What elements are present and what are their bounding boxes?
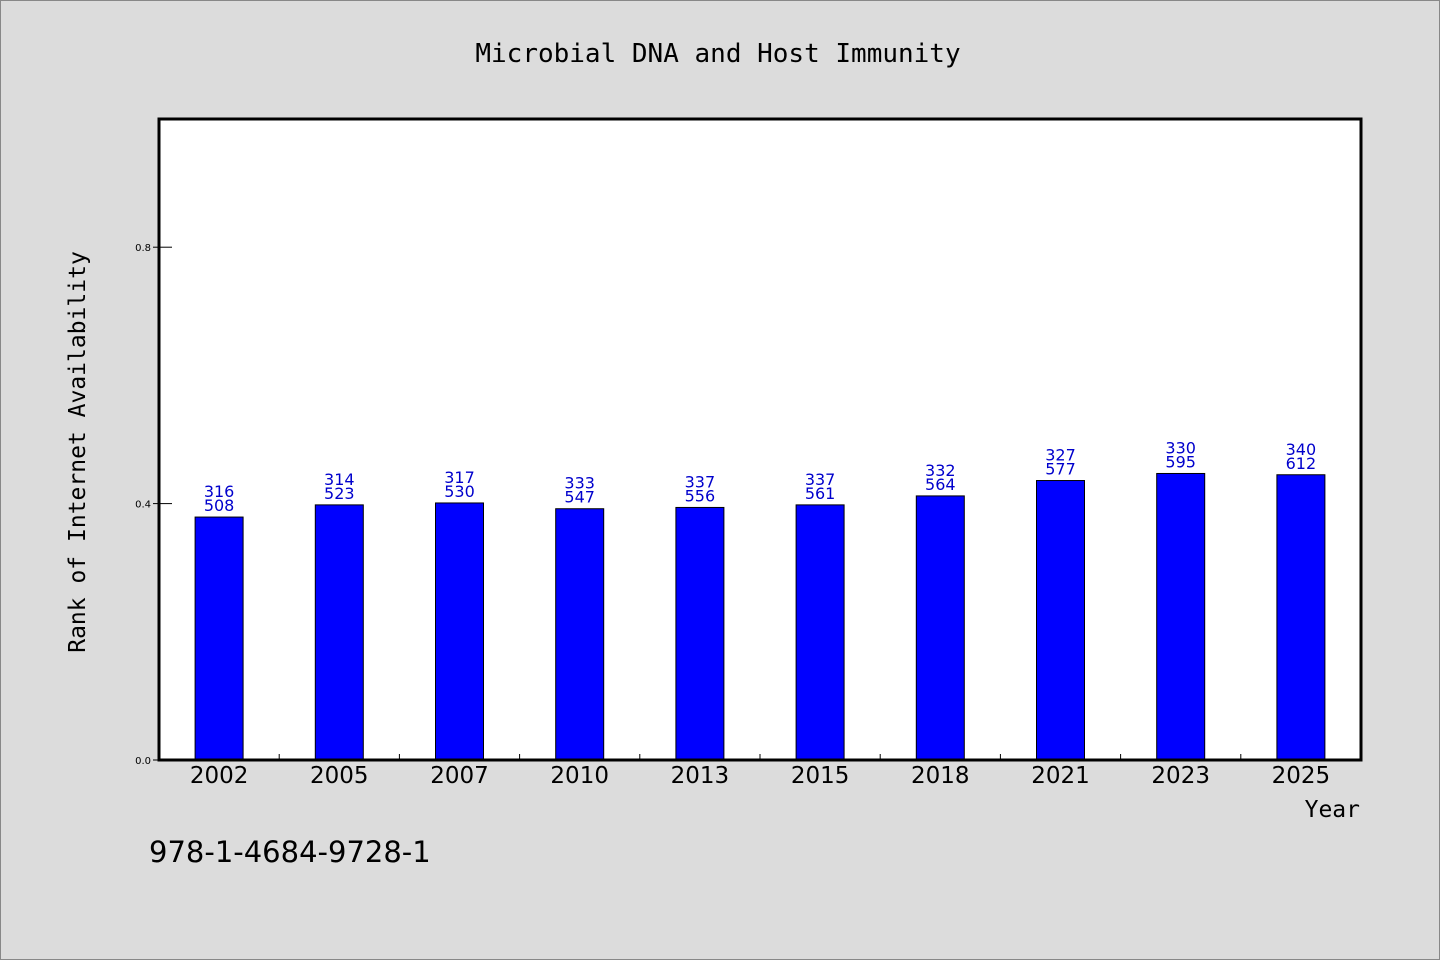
data-label-bottom-2013: 556 — [685, 486, 716, 505]
bar-2013 — [675, 506, 725, 761]
data-label-bottom-2021: 577 — [1045, 460, 1076, 479]
x-tick-label-2013: 2013 — [671, 763, 730, 789]
bar-2015 — [795, 504, 845, 761]
x-tick-label-2005: 2005 — [310, 763, 369, 789]
data-label-bottom-2007: 530 — [444, 482, 475, 501]
x-tick-label-2007: 2007 — [430, 763, 489, 789]
bar-2018 — [915, 495, 965, 761]
x-tick-label-2018: 2018 — [911, 763, 970, 789]
bar-2007 — [435, 502, 484, 761]
x-tick-label-2021: 2021 — [1031, 763, 1090, 789]
x-tick-label-2023: 2023 — [1151, 763, 1210, 789]
data-label-top-2013: 337 — [685, 472, 716, 491]
chart-title: Microbial DNA and Host Immunity — [475, 39, 960, 69]
x-tick-label-2002: 2002 — [190, 763, 249, 789]
data-label-top-2018: 332 — [925, 461, 956, 480]
data-label-top-2007: 317 — [444, 468, 475, 487]
data-label-top-2002: 316 — [204, 482, 235, 501]
y-axis-label: Rank of Internet Availability — [65, 251, 91, 653]
x-tick-label-2015: 2015 — [791, 763, 850, 789]
data-label-top-2023: 330 — [1165, 438, 1196, 457]
bar-2002 — [194, 516, 244, 761]
x-axis-label: Year — [1305, 797, 1360, 823]
data-label-top-2015: 337 — [805, 470, 836, 489]
data-label-bottom-2002: 508 — [204, 496, 235, 515]
x-tick-label-2025: 2025 — [1272, 763, 1331, 789]
data-label-top-2025: 340 — [1286, 440, 1317, 459]
data-label-top-2021: 327 — [1045, 446, 1076, 465]
data-label-bottom-2005: 523 — [324, 484, 355, 503]
bar-2021 — [1036, 480, 1085, 761]
x-tick-label-2010: 2010 — [550, 763, 609, 789]
data-label-bottom-2025: 612 — [1286, 454, 1317, 473]
y-tick-label-0.4: 0.4 — [135, 500, 151, 511]
isbn-text: 978-1-4684-9728-1 — [149, 835, 431, 869]
bar-2010 — [555, 508, 605, 761]
bar-2023 — [1156, 472, 1206, 761]
data-label-bottom-2015: 561 — [805, 484, 836, 503]
plot-border — [157, 117, 1363, 762]
data-label-top-2005: 314 — [324, 470, 355, 489]
bars-layer — [194, 472, 1326, 761]
data-label-bottom-2010: 547 — [564, 488, 595, 507]
y-tick-label-0.0: 0.0 — [135, 756, 151, 767]
data-label-top-2010: 333 — [564, 474, 595, 493]
x-ticks-layer: 2002 2005 2007 2010 2013 2015 2018 2021 2023 2025 — [190, 754, 1330, 789]
bar-2005 — [314, 504, 364, 761]
data-label-bottom-2023: 595 — [1165, 452, 1196, 471]
data-label-bottom-2018: 564 — [925, 475, 956, 494]
bar-2025 — [1276, 474, 1326, 761]
y-tick-label-0.8: 0.8 — [135, 243, 151, 254]
